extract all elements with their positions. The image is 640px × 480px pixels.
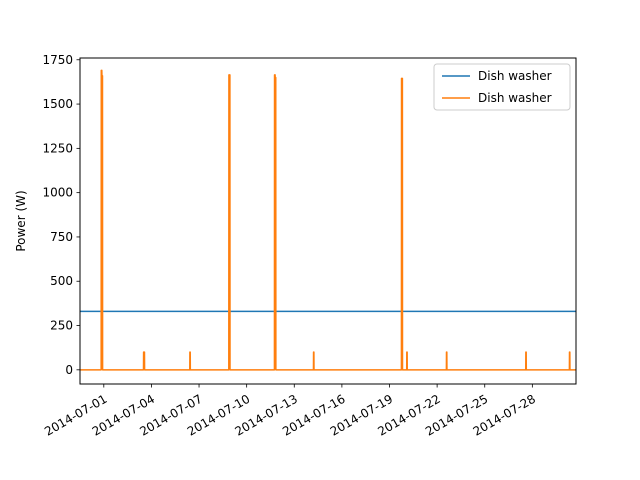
axes-frame	[79, 57, 577, 385]
y-tick-label: 0	[65, 363, 73, 377]
legend-label-2: Dish washer	[478, 91, 552, 105]
y-tick-label: 500	[50, 274, 73, 288]
y-tick-label: 250	[50, 319, 73, 333]
y-tick-label: 750	[50, 230, 73, 244]
y-axis-title: Power (W)	[14, 190, 28, 251]
series-line-2	[80, 69, 576, 371]
legend-label-1: Dish washer	[478, 69, 552, 83]
y-tick-label: 1250	[42, 141, 73, 155]
y-tick-label: 1000	[42, 186, 73, 200]
y-tick-label: 1750	[42, 53, 73, 67]
legend: Dish washer Dish washer	[433, 63, 571, 111]
series-layer	[80, 69, 576, 371]
y-axis: 0 250 500 750 1000 1250 1500 1750	[42, 53, 80, 377]
y-tick-label: 1500	[42, 97, 73, 111]
